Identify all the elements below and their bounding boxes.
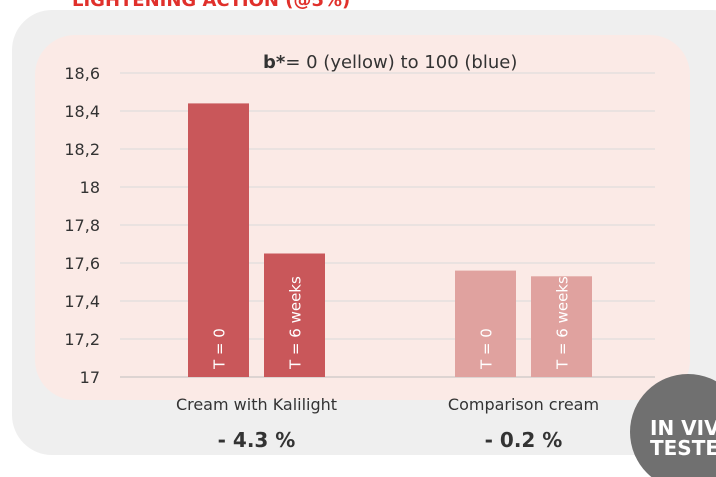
bar-label: T = 0 — [211, 328, 229, 370]
x-tick-label: Comparison cream — [448, 395, 599, 414]
chart-title: LIGHTENING ACTION (@5%) — [72, 0, 350, 11]
subtitle-bold: b* — [263, 52, 286, 73]
chart-subtitle: b*= 0 (yellow) to 100 (blue) — [263, 52, 517, 73]
y-tick-label: 17,8 — [64, 216, 100, 235]
y-tick-label: 17,2 — [64, 330, 100, 349]
y-tick-label: 17,4 — [64, 292, 100, 311]
y-tick-label: 18,2 — [64, 140, 100, 159]
bar-label: T = 0 — [478, 328, 496, 370]
y-tick-label: 17,6 — [64, 254, 100, 273]
bar — [455, 270, 516, 377]
bar-label: T = 6 weeks — [287, 276, 305, 370]
y-tick-label: 18 — [80, 178, 100, 197]
change-label: - 0.2 % — [485, 428, 563, 452]
bar — [531, 276, 592, 377]
y-tick-label: 17 — [80, 368, 100, 387]
change-label: - 4.3 % — [218, 428, 296, 452]
subtitle-rest: = 0 (yellow) to 100 (blue) — [285, 52, 517, 73]
badge-line: TESTED — [650, 436, 716, 460]
y-tick-label: 18,6 — [64, 64, 100, 83]
y-tick-label: 18,4 — [64, 102, 100, 121]
badge-circle — [630, 374, 716, 477]
bar — [188, 103, 249, 378]
bar-label: T = 6 weeks — [554, 276, 572, 370]
bar — [264, 253, 325, 377]
badge-line: IN VIVO — [650, 416, 716, 440]
x-tick-label: Cream with Kalilight — [176, 395, 337, 414]
